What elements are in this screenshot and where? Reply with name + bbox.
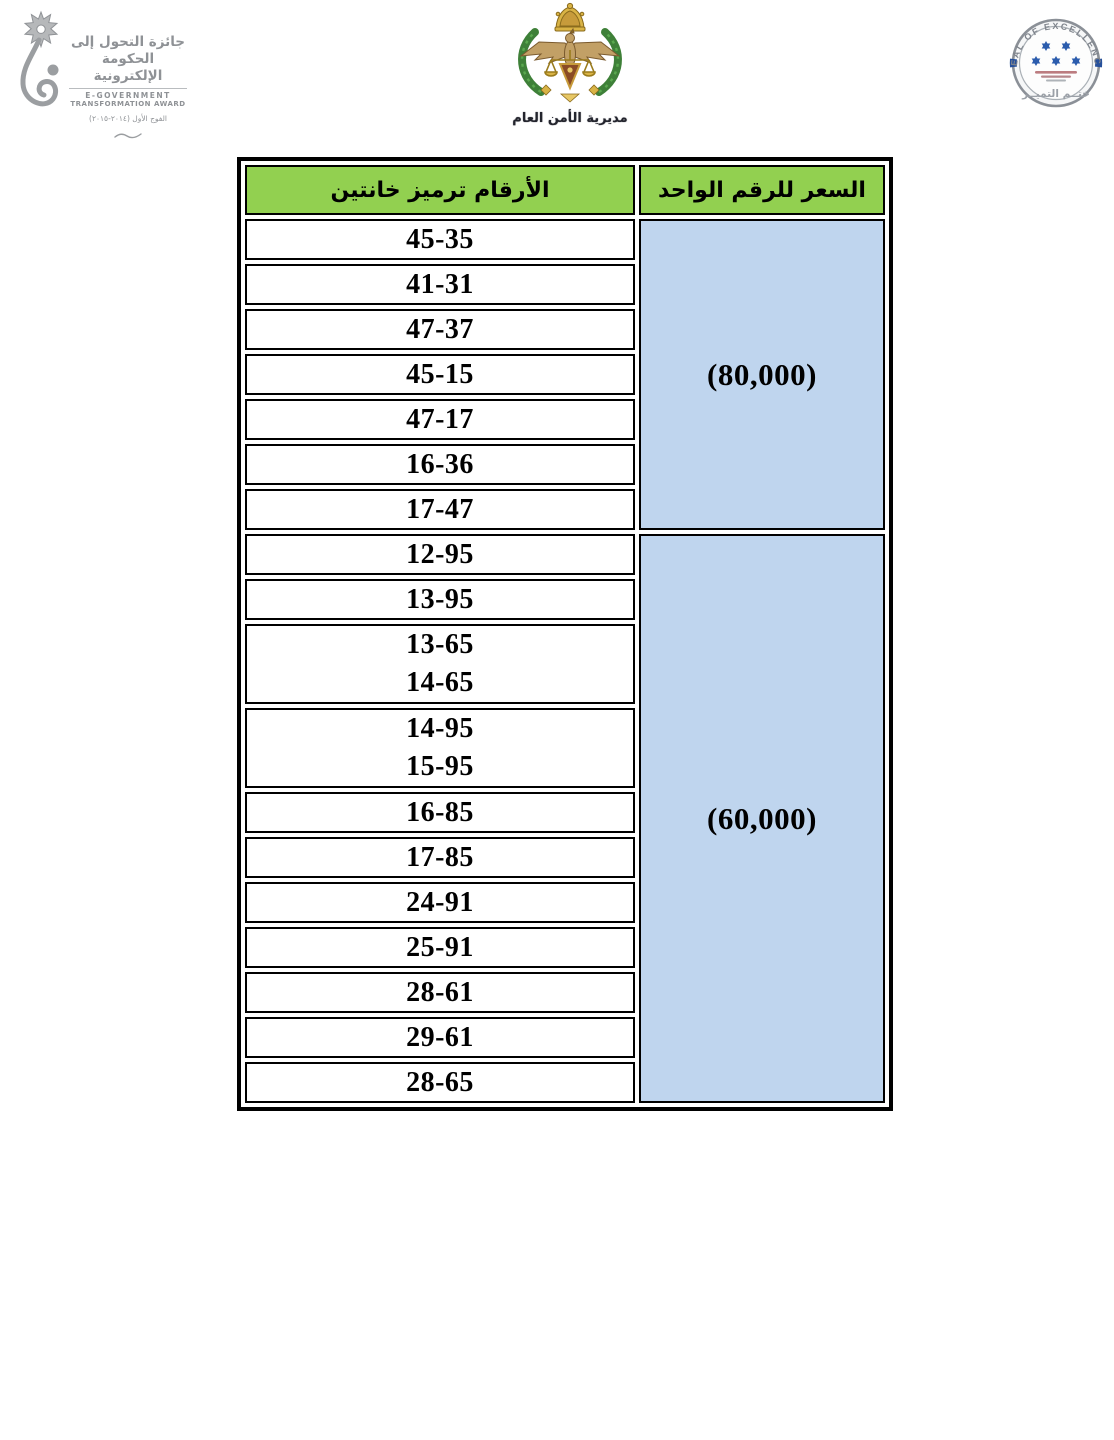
code-cell: 17-47 (245, 489, 635, 530)
egov-award-title-ar-1: جائزة التحول إلى (70, 34, 186, 50)
seal-of-excellence-logo: SEAL OF EXCELLENCE ختــم التميــز (1000, 8, 1108, 114)
table-row: 47-37 (245, 309, 885, 350)
table-row: 13-95 (245, 579, 885, 620)
code-cell: 41-31 (245, 264, 635, 305)
price-column-header: السعر للرقم الواحد (639, 165, 885, 215)
code-cell: 47-17 (245, 399, 635, 440)
code-cell: 28-61 (245, 972, 635, 1013)
seal-of-excellence-icon: SEAL OF EXCELLENCE ختــم التميــز (1000, 8, 1103, 108)
code-cell: 16-85 (245, 792, 635, 833)
price-cell-80000: (80,000) (639, 219, 885, 530)
code-cell: 28-65 (245, 1062, 635, 1103)
table-row: 16-36 (245, 444, 885, 485)
table-row: 24-91 (245, 882, 885, 923)
table-row: 41-31 (245, 264, 885, 305)
code-line: 14-65 (406, 667, 474, 698)
table-row: 13-65 14-65 (245, 624, 885, 704)
table-row: 25-91 (245, 927, 885, 968)
public-security-emblem-logo: مديرية الأمن العام (503, 2, 637, 126)
code-cell: 12-95 (245, 534, 635, 575)
code-cell: 47-37 (245, 309, 635, 350)
egov-award-logo: جائزة التحول إلى الحكومة الإلكترونية E-G… (8, 6, 193, 139)
svg-text:ختــم التميــز: ختــم التميــز (1021, 88, 1090, 100)
star-swirl-icon (20, 10, 59, 107)
code-cell: 13-95 (245, 579, 635, 620)
psd-emblem-icon (518, 2, 622, 103)
codes-price-table: الأرقام ترميز خانتين السعر للرقم الواحد … (237, 157, 893, 1111)
code-cell: 13-65 14-65 (245, 624, 635, 704)
code-cell: 17-85 (245, 837, 635, 878)
code-cell: 29-61 (245, 1017, 635, 1058)
code-line: 13-65 (406, 629, 474, 660)
egov-award-cohort-line: الفوج الأول (٢٠١٤-٢٠١٥) (89, 114, 167, 123)
table-row: 29-61 (245, 1017, 885, 1058)
psd-emblem-caption: مديرية الأمن العام (512, 111, 628, 126)
table-row: 17-47 (245, 489, 885, 530)
table-header-row: الأرقام ترميز خانتين السعر للرقم الواحد (245, 165, 885, 215)
code-cell: 45-15 (245, 354, 635, 395)
table-row: 28-61 (245, 972, 885, 1013)
code-cell: 45-35 (245, 219, 635, 260)
egov-award-title-en-2: TRANSFORMATION AWARD (70, 100, 186, 108)
egov-award-title-ar-2: الحكومة الإلكترونية (93, 51, 163, 84)
table-row: 16-85 (245, 792, 885, 833)
table-row: 17-85 (245, 837, 885, 878)
code-cell: 14-95 15-95 (245, 708, 635, 788)
code-line: 14-95 (406, 713, 474, 744)
table-row: 14-95 15-95 (245, 708, 885, 788)
codes-column-header: الأرقام ترميز خانتين (245, 165, 635, 215)
code-line: 15-95 (406, 751, 474, 782)
table-row: 12-95 (60,000) (245, 534, 885, 1103)
price-cell-60000: (60,000) (639, 534, 885, 1103)
table-row: 47-17 (245, 399, 885, 440)
code-cell: 24-91 (245, 882, 635, 923)
egov-award-title-en-1: E-GOVERNMENT (69, 88, 187, 100)
table-row: 45-35 (80,000) (245, 219, 885, 530)
calligraphy-mark-icon (69, 125, 187, 144)
code-cell: 25-91 (245, 927, 635, 968)
table-row: 45-15 (245, 354, 885, 395)
code-cell: 16-36 (245, 444, 635, 485)
table-row: 28-65 (245, 1062, 885, 1103)
